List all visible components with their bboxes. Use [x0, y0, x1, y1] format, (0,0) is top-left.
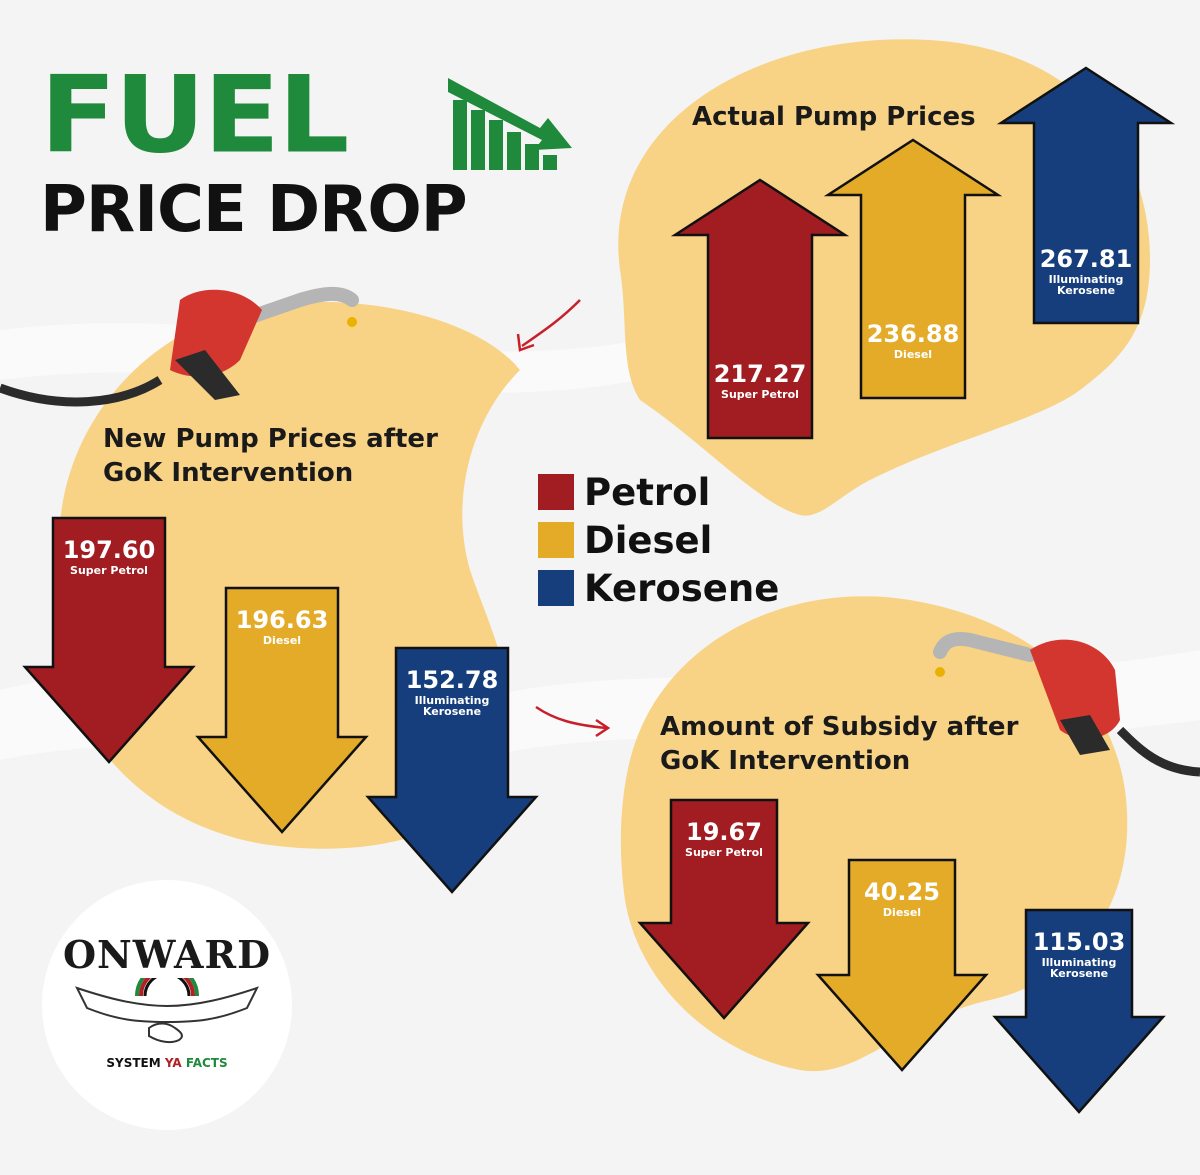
arrow-diesel	[195, 586, 369, 834]
handshake-icon	[75, 978, 259, 1044]
arrow-kerosene	[365, 646, 539, 894]
data-label-value: 152.78	[406, 666, 499, 694]
legend-item-diesel: Diesel	[538, 516, 779, 564]
category-label: Super Petrol	[685, 846, 763, 859]
title-price-drop: PRICE DROP	[40, 173, 468, 247]
data-label-value: 115.03	[1033, 928, 1126, 956]
logo-tagline: SYSTEM YA FACTS	[42, 1056, 292, 1070]
legend-swatch-kerosene	[538, 570, 574, 606]
fuel-nozzle-icon	[933, 631, 1200, 777]
heading-amount-of-subsidy: Amount of Subsidy after GoK Intervention	[660, 712, 1019, 776]
category-label: Illuminating	[1042, 956, 1117, 969]
logo-tagline-ya: YA	[164, 1056, 182, 1070]
legend-item-kerosene: Kerosene	[538, 564, 779, 612]
category-label: Kerosene	[423, 705, 481, 718]
arrow-kerosene	[996, 66, 1176, 325]
legend-swatch-diesel	[538, 522, 574, 558]
category-label: Kerosene	[1057, 284, 1115, 297]
legend-item-petrol: Petrol	[538, 468, 779, 516]
curved-arrow-icon	[516, 299, 581, 352]
data-label-value: 217.27	[714, 360, 807, 388]
arrow-petrol	[22, 516, 196, 764]
category-label: Super Petrol	[721, 388, 799, 401]
heading-actual-pump-prices: Actual Pump Prices	[692, 102, 976, 132]
category-label: Illuminating	[1049, 273, 1124, 286]
data-label-value: 236.88	[867, 320, 960, 348]
arrow-diesel	[823, 138, 1003, 400]
arrow-petrol	[670, 178, 850, 440]
category-label: Kerosene	[1050, 967, 1108, 980]
legend-swatch-petrol	[538, 474, 574, 510]
legend-label: Diesel	[584, 518, 713, 562]
category-label: Illuminating	[415, 694, 490, 707]
data-label-value: 267.81	[1040, 245, 1133, 273]
data-label-value: 19.67	[686, 818, 762, 846]
arrow-petrol	[637, 798, 811, 1020]
data-label-value: 40.25	[864, 878, 940, 906]
curved-arrow-icon	[535, 705, 611, 738]
logo-tagline-facts: FACTS	[185, 1056, 228, 1070]
legend-label: Kerosene	[584, 566, 780, 610]
data-label-value: 197.60	[63, 536, 156, 564]
bar-chart-down-icon	[448, 78, 572, 170]
fuel-nozzle-icon	[0, 287, 359, 407]
arrow-diesel	[815, 858, 989, 1072]
heading-new-pump-prices: New Pump Prices after GoK Intervention	[103, 424, 438, 488]
title-fuel: FUEL	[40, 53, 349, 177]
category-label: Diesel	[263, 634, 301, 647]
arrow-kerosene	[992, 908, 1166, 1114]
legend-label: Petrol	[584, 470, 711, 514]
category-label: Diesel	[894, 348, 932, 361]
logo-wordmark: ONWARD	[62, 932, 272, 977]
category-label: Super Petrol	[70, 564, 148, 577]
category-label: Diesel	[883, 906, 921, 919]
legend: Petrol Diesel Kerosene	[538, 468, 779, 612]
onward-logo: ONWARD SYSTEM YA FACTS	[42, 880, 292, 1130]
data-label-value: 196.63	[236, 606, 329, 634]
logo-tagline-system: SYSTEM	[106, 1056, 161, 1070]
